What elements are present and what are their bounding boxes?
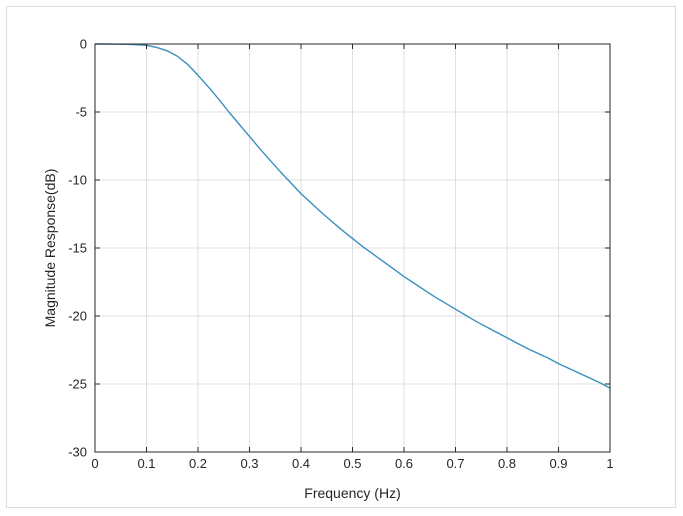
x-tick-label: 1: [606, 456, 613, 471]
y-tick-label: -30: [68, 445, 87, 460]
y-tick-label: -15: [68, 241, 87, 256]
x-tick-label: 0.2: [189, 456, 207, 471]
y-tick-label: -25: [68, 377, 87, 392]
x-tick-label: 0.6: [395, 456, 413, 471]
series-layer: [95, 43, 611, 389]
x-tick-labels: 0 0.1 0.2 0.3 0.4 0.5 0.6 0.7 0.8 0.9 1: [91, 456, 613, 471]
x-tick-label: 0.1: [137, 456, 155, 471]
x-tick-label: 0.8: [498, 456, 516, 471]
x-tick-label: 0: [91, 456, 98, 471]
y-tick-labels: 0 -5 -10 -15 -20 -25 -30: [68, 37, 87, 460]
x-axis-label: Frequency (Hz): [304, 485, 400, 501]
x-tick-label: 0.9: [549, 456, 567, 471]
y-tick-label: -20: [68, 309, 87, 324]
series-line-0: [95, 43, 611, 389]
x-tick-label: 0.5: [343, 456, 361, 471]
x-tick-label: 0.7: [446, 456, 464, 471]
y-axis-label: Magnitude Response(dB): [42, 169, 58, 328]
y-tick-label: -10: [68, 173, 87, 188]
x-tick-label: 0.4: [292, 456, 310, 471]
x-tick-label: 0.3: [240, 456, 258, 471]
y-tick-label: -5: [75, 105, 87, 120]
tick-marks: [94, 43, 611, 453]
y-tick-label: 0: [80, 37, 87, 52]
